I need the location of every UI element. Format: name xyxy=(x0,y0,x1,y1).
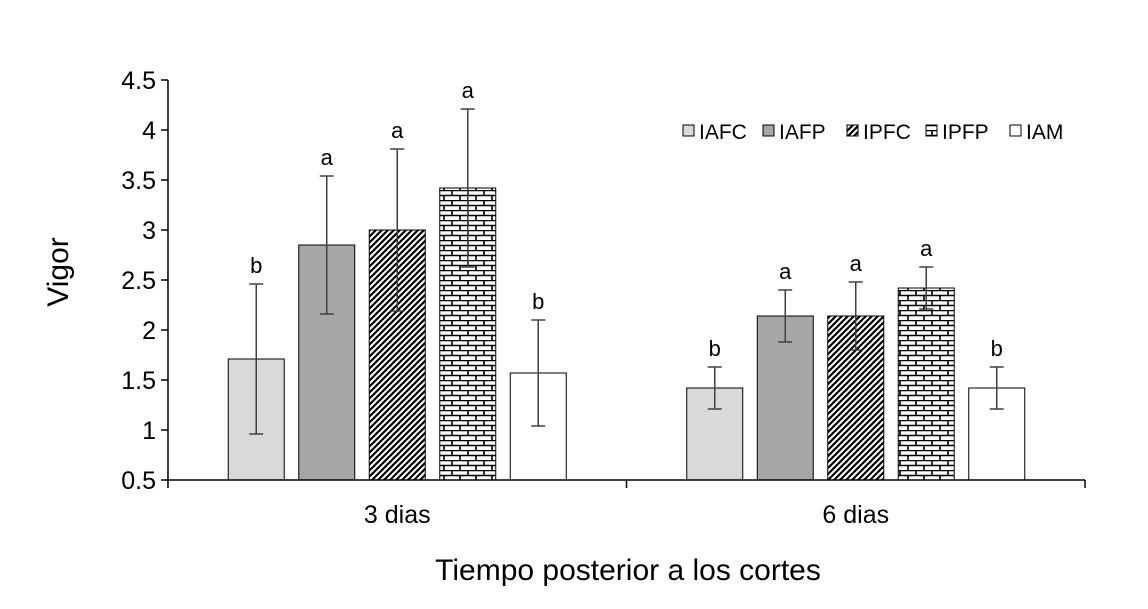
legend-swatch xyxy=(846,124,859,137)
legend-swatch xyxy=(682,124,695,137)
legend: IAFC IAFP IPFC IPFP IAM xyxy=(682,121,1063,144)
y-tick-label: 0.5 xyxy=(121,467,156,495)
legend-swatch xyxy=(1009,124,1022,137)
x-axis-label: Tiempo posterior a los cortes xyxy=(435,554,821,587)
significance-letter: a xyxy=(850,251,863,276)
legend-label: IPFC xyxy=(863,121,911,144)
y-axis-label: Vigor xyxy=(42,237,75,307)
y-tick-label: 2 xyxy=(142,317,156,345)
y-tick-label: 2.5 xyxy=(121,267,156,295)
y-tick-label: 3 xyxy=(142,217,156,245)
x-axis: 3 dias 6 dias xyxy=(167,479,1086,529)
significance-letter: a xyxy=(920,236,933,261)
y-axis: 0.5 1 1.5 2 2.5 3 3.5 4 4.5 xyxy=(121,67,169,495)
plot-area: b a a a b b a a a b xyxy=(227,78,1026,481)
y-tick-label: 3.5 xyxy=(121,167,156,195)
y-tick-label: 1.5 xyxy=(121,367,156,395)
significance-letter: b xyxy=(250,253,262,278)
legend-label: IAFP xyxy=(779,121,826,144)
bar xyxy=(897,287,955,481)
significance-letter: b xyxy=(709,336,721,361)
y-tick-label: 4 xyxy=(142,117,156,145)
y-tick-label: 4.5 xyxy=(121,67,156,95)
significance-letter: a xyxy=(779,259,792,284)
legend-label: IAM xyxy=(1026,121,1063,144)
y-tick-label: 1 xyxy=(142,417,156,445)
significance-letter: a xyxy=(321,145,334,170)
significance-letter: b xyxy=(991,336,1003,361)
legend-swatch xyxy=(762,124,775,137)
significance-letter: a xyxy=(462,78,475,103)
x-tick-label: 6 dias xyxy=(822,501,889,529)
legend-label: IPFP xyxy=(942,121,989,144)
legend-label: IAFC xyxy=(699,121,747,144)
bar xyxy=(756,315,814,481)
x-tick-label: 3 dias xyxy=(364,501,431,529)
significance-letter: a xyxy=(391,118,404,143)
significance-letter: b xyxy=(532,289,544,314)
legend-swatch xyxy=(925,124,938,137)
